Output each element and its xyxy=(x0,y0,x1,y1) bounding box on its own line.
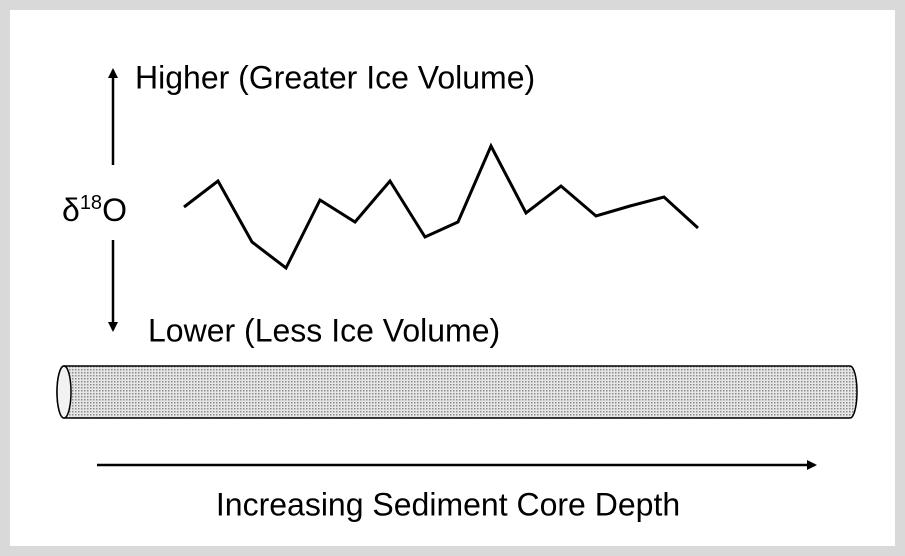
higher-label: Higher (Greater Ice Volume) xyxy=(135,59,535,95)
core-body xyxy=(57,366,857,418)
x-label: Increasing Sediment Core Depth xyxy=(216,486,680,522)
diagram: Higher (Greater Ice Volume) δ18O Lower (… xyxy=(0,0,905,556)
y-label-tail: O xyxy=(102,192,127,228)
sediment-core xyxy=(57,366,857,418)
y-label-base: δ xyxy=(62,192,80,228)
y-label-sup: 18 xyxy=(80,192,102,214)
core-end xyxy=(57,366,71,418)
lower-label: Lower (Less Ice Volume) xyxy=(148,312,500,348)
